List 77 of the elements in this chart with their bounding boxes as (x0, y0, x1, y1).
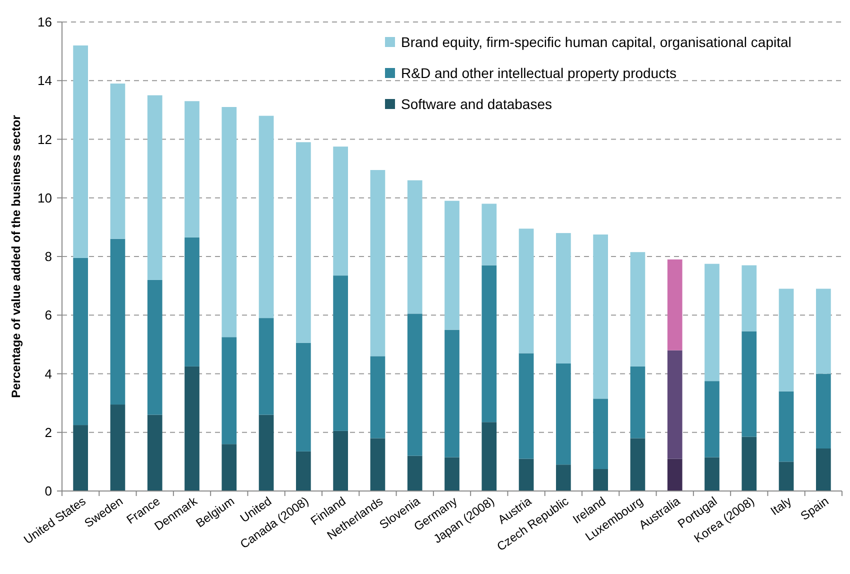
bar (444, 200, 460, 330)
y-tick-label: 14 (38, 73, 52, 88)
bar (258, 318, 274, 415)
bar (407, 456, 422, 491)
bar (518, 353, 534, 459)
bar (296, 451, 311, 491)
bar (73, 425, 88, 491)
bar (333, 146, 348, 276)
y-tick-label: 0 (44, 484, 52, 499)
bar (667, 259, 682, 350)
bar (184, 366, 200, 491)
y-tick-label: 10 (38, 190, 52, 206)
y-tick-label: 4 (44, 366, 52, 382)
bar (147, 280, 162, 415)
bar (258, 116, 274, 318)
bar (370, 170, 386, 356)
bar (110, 404, 126, 491)
y-tick-label: 16 (38, 14, 52, 30)
bar (184, 101, 200, 238)
bar (778, 288, 794, 392)
bar (593, 398, 608, 470)
bar (593, 234, 608, 399)
legend-label: Software and databases (401, 96, 552, 112)
bar (630, 366, 646, 438)
bar (73, 45, 88, 258)
bar (110, 84, 126, 239)
y-tick-label: 12 (38, 132, 52, 147)
bar (444, 457, 460, 491)
bar (407, 180, 422, 314)
bar (370, 438, 386, 491)
bar (556, 233, 571, 364)
bar (667, 458, 682, 491)
bar (258, 414, 274, 491)
bar (593, 469, 608, 491)
bar (222, 444, 237, 491)
bar (73, 258, 88, 426)
bar (742, 265, 757, 332)
y-axis-title: Percentage of value added of the business sector (9, 114, 23, 398)
bar (296, 142, 311, 343)
bar (482, 422, 497, 491)
bar (778, 462, 794, 491)
bar (482, 265, 497, 422)
y-tick-label: 2 (44, 424, 52, 440)
y-tick-label: 6 (44, 308, 52, 323)
bar (704, 381, 720, 458)
x-tick-label: Italy (768, 494, 794, 518)
legend-label: R&D and other intellectual property products (401, 64, 676, 81)
bar (482, 204, 497, 266)
bar (518, 458, 534, 491)
y-tick-label: 8 (44, 249, 52, 264)
bar (184, 237, 200, 366)
bar (816, 288, 831, 374)
bar (222, 337, 237, 444)
bar (816, 448, 831, 491)
bar (630, 438, 646, 491)
bar (667, 350, 682, 459)
bar (630, 252, 646, 366)
bar (518, 228, 534, 354)
bar (370, 356, 386, 438)
bar (147, 95, 162, 280)
bar (222, 107, 237, 338)
bar (147, 414, 162, 491)
bar (444, 330, 460, 458)
bar (778, 391, 794, 462)
bar (742, 436, 757, 491)
bar (110, 238, 126, 405)
bar (296, 342, 311, 452)
bar (704, 457, 720, 491)
bar (333, 276, 348, 431)
bar (704, 264, 720, 382)
legend-label: Brand equity, firm-specific human capital, organisational capital (401, 34, 792, 50)
bar (556, 363, 571, 465)
bar (816, 374, 831, 448)
bar (556, 464, 571, 491)
bar (742, 331, 757, 437)
bar (333, 430, 348, 491)
bar (407, 314, 422, 456)
